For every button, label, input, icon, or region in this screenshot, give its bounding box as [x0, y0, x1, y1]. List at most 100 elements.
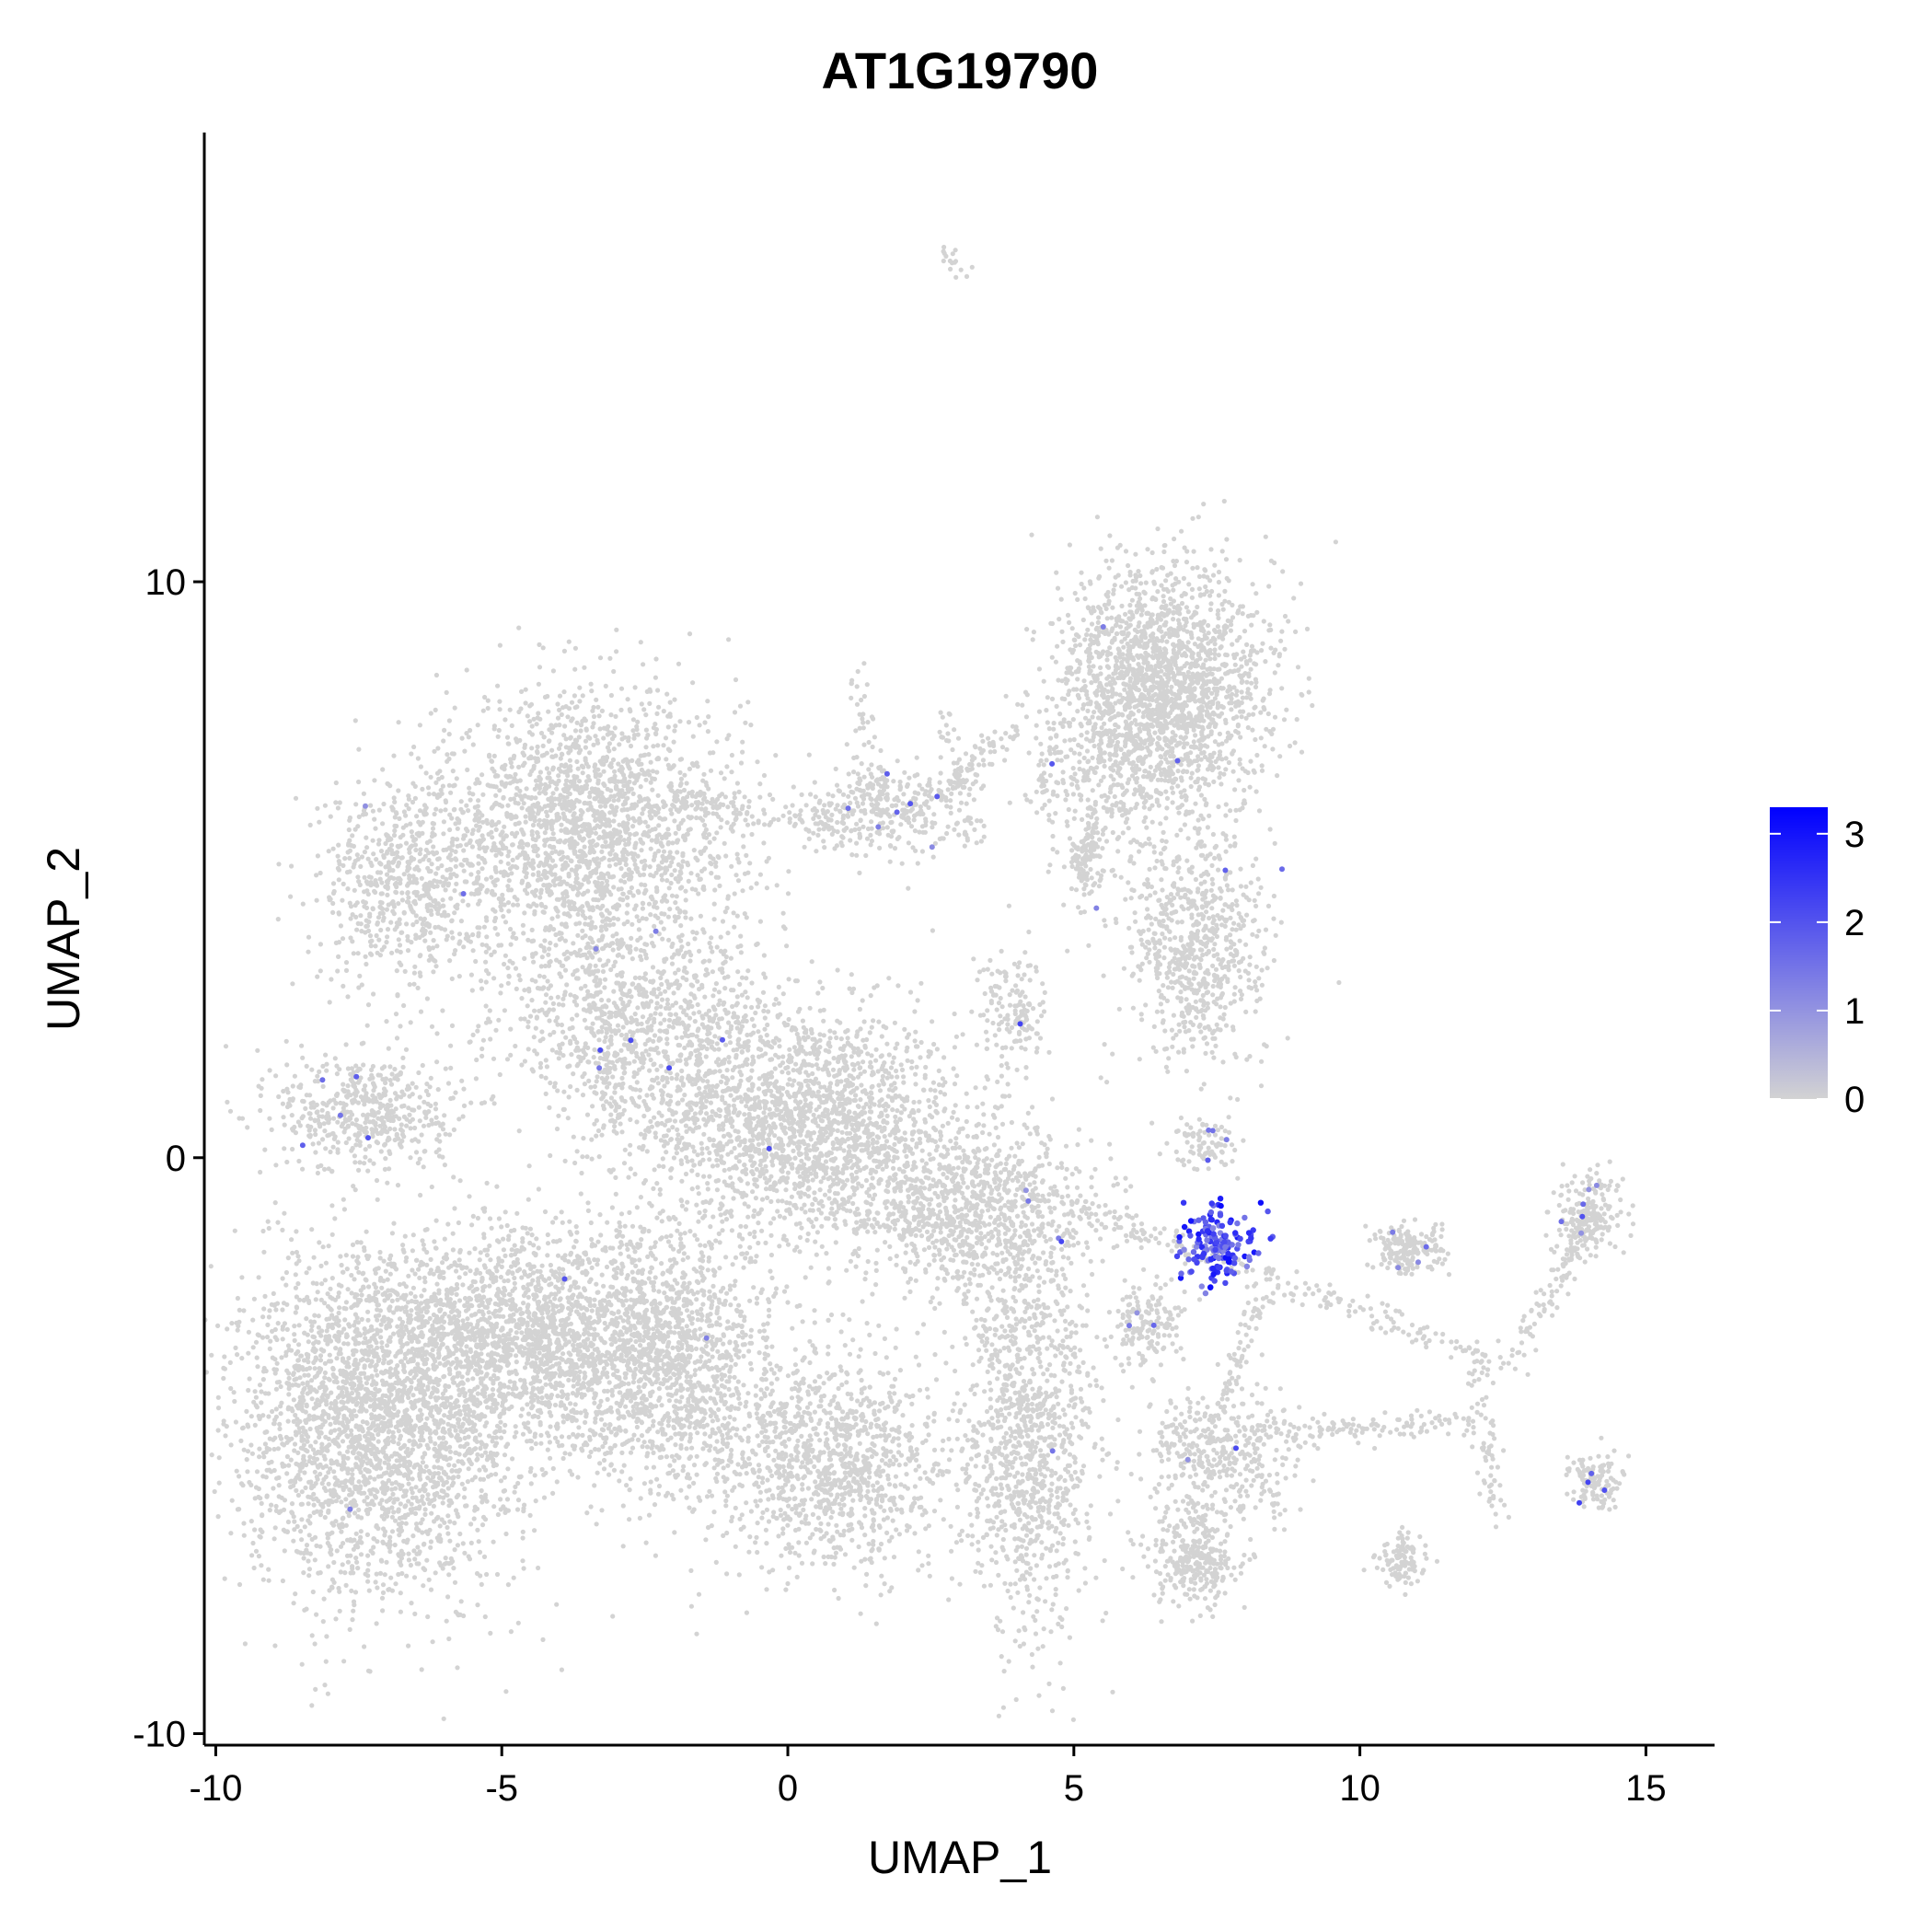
cell-point [568, 747, 573, 754]
cell-point [756, 1240, 761, 1246]
cell-point [502, 1008, 508, 1013]
cell-point [712, 887, 718, 893]
cell-point [379, 891, 385, 897]
cell-point [707, 1157, 712, 1163]
cell-point [771, 1216, 777, 1221]
cell-point [355, 951, 361, 956]
cell-point [839, 1129, 845, 1135]
cell-point [391, 832, 398, 839]
cell-point [496, 943, 502, 948]
cell-point [883, 1107, 888, 1113]
cell-point [599, 790, 605, 796]
cell-point [835, 1128, 840, 1133]
cell-point [913, 1071, 918, 1077]
cell-point [850, 1200, 856, 1207]
cell-point [577, 790, 583, 796]
cell-point [489, 874, 494, 880]
cell-point [369, 952, 375, 957]
cell-point [668, 1167, 674, 1173]
cell-point [831, 1056, 837, 1061]
cell-point [655, 915, 661, 921]
cell-point [396, 720, 401, 725]
cell-point [502, 961, 507, 967]
cell-point [902, 1180, 907, 1186]
cell-point [868, 1201, 873, 1207]
cell-point [411, 981, 417, 987]
cell-point [735, 878, 742, 884]
cell-point [450, 935, 456, 941]
cell-point [575, 911, 581, 918]
cell-point [308, 1124, 314, 1129]
cell-point [785, 1242, 791, 1247]
cell-point [643, 916, 649, 921]
cell-point [733, 677, 739, 683]
cell-point [777, 1044, 782, 1049]
cell-point [630, 728, 636, 734]
cell-point [546, 709, 551, 714]
cell-point [322, 1128, 328, 1134]
cell-point [901, 1074, 907, 1080]
cell-point [547, 927, 552, 933]
cell-point [819, 1118, 826, 1124]
cell-point [485, 698, 491, 703]
cell-point [531, 901, 537, 907]
cell-point [432, 832, 437, 838]
cell-point [708, 768, 714, 773]
cell-point [803, 1116, 809, 1121]
cell-point [476, 798, 481, 804]
cell-point [577, 836, 583, 841]
cell-point [595, 778, 601, 783]
cell-point [455, 826, 460, 831]
cell-point [570, 1016, 575, 1022]
cell-point [729, 769, 734, 775]
cell-point [891, 1055, 896, 1060]
cell-point [779, 1122, 784, 1128]
cell-point [661, 926, 666, 931]
cell-point [653, 656, 659, 662]
cell-point [592, 826, 597, 831]
cell-point [577, 685, 583, 690]
cell-point [554, 897, 560, 902]
cell-point [597, 804, 604, 809]
cell-point [622, 858, 629, 863]
cell-point [640, 906, 646, 911]
cell-point [748, 885, 754, 891]
cell-point [807, 1089, 813, 1095]
cell-point [595, 767, 601, 772]
cell-point [726, 1055, 732, 1060]
cell-point [574, 863, 580, 869]
cell-point [441, 819, 446, 825]
cell-point [851, 1192, 857, 1197]
cell-point [364, 879, 369, 885]
cell-point [819, 1152, 825, 1158]
cell-point [501, 914, 506, 920]
cell-point [750, 1189, 756, 1195]
cell-point [505, 861, 511, 866]
cell-point [526, 805, 532, 811]
cell-point [531, 959, 537, 965]
cell-point [493, 784, 499, 790]
cell-point [453, 856, 458, 862]
cell-point [847, 1144, 852, 1150]
cell-point [534, 759, 539, 765]
cell-point [510, 842, 515, 848]
cell-point [723, 1217, 730, 1222]
cell-point [541, 883, 547, 888]
cell-point [608, 692, 615, 699]
cell-point [385, 781, 390, 786]
cell-point [710, 750, 716, 756]
cell-point [659, 873, 664, 878]
cell-point [656, 823, 662, 828]
cell-point [722, 909, 728, 915]
cell-point [576, 750, 582, 756]
cell-point [639, 701, 644, 707]
cell-point [861, 1148, 866, 1153]
cell-point [811, 1112, 816, 1117]
cell-point [691, 1163, 697, 1168]
cell-point [818, 1210, 825, 1216]
cell-point [571, 805, 576, 811]
cell-point [557, 723, 562, 728]
cell-point [940, 1076, 945, 1082]
cell-point [454, 776, 459, 781]
cell-point [506, 973, 512, 978]
